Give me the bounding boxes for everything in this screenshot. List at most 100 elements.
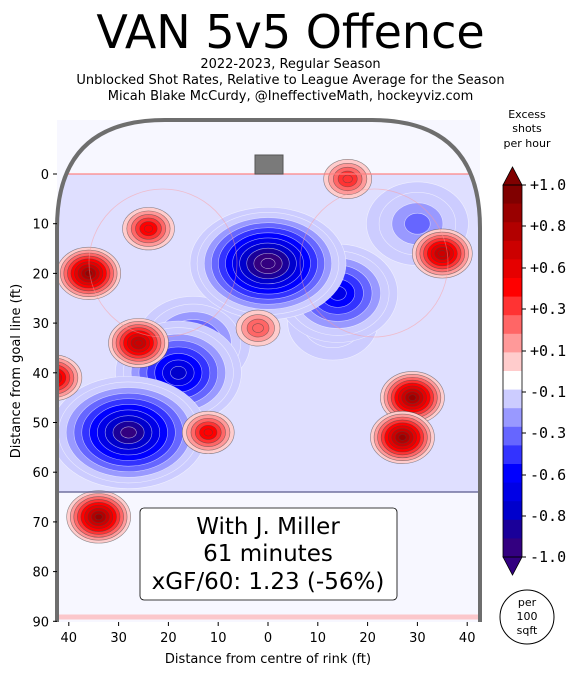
unit-circle [499,589,555,645]
unit-per: per [518,596,537,609]
colorbar-segment [503,501,522,521]
y-tick-label: 80 [32,566,49,581]
x-tick-label: 10 [310,631,327,646]
y-tick-label: 10 [32,218,49,233]
y-tick-label: 40 [32,367,49,382]
heat-hotspot [57,375,207,489]
annotation-box [139,507,398,601]
rink-boards [55,118,482,622]
y-tick-label: 70 [32,516,49,531]
y-tick-label: 30 [32,317,49,332]
colorbar [502,166,523,576]
colorbar-segment [503,333,522,353]
colorbar-segment [503,240,522,260]
heat-hotspot [370,410,435,464]
colorbar-segment [503,538,522,558]
heat-contour [408,394,417,401]
heat-hotspot [235,309,281,347]
colorbar-tick-label: +1.0 [530,176,566,194]
colorbar-segment [503,278,522,298]
heat-contour [438,250,447,257]
colorbar-top-arrow [502,166,523,186]
heat-hotspot [411,228,473,279]
colorbar-tick-label: -0.3 [530,424,566,442]
x-axis-label: Distance from centre of rink (ft) [165,652,371,667]
heatmap-layer [57,158,480,544]
x-tick-label: 10 [210,631,227,646]
y-axis-label: Distance from goal line (ft) [9,284,24,458]
heat-contour [404,212,431,235]
colorbar-segment [503,371,522,391]
unit-100: 100 [517,610,538,623]
colorbar-segment [503,445,522,465]
x-tick-label: 30 [110,631,127,646]
colorbar-segment [503,222,522,242]
y-tick-label: 0 [41,168,49,183]
heat-hotspot [108,318,169,368]
heat-contour [134,339,143,347]
annotation-xgf: xGF/60: 1.23 (-56%) [152,569,385,595]
x-axis-ticks: 40 30 20 10 0 10 20 30 40 [61,622,476,646]
chart-title: VAN 5v5 Offence [96,5,485,59]
heat-contour [260,258,276,269]
colorbar-bottom-arrow [502,556,523,576]
colorbar-tick-label: -0.8 [530,507,566,525]
colorbar-segment [503,482,522,502]
y-tick-label: 90 [32,615,49,630]
colorbar-segment [503,352,522,372]
colorbar-tick-label: -0.1 [530,383,566,401]
subtitle-author: Micah Blake McCurdy, @IneffectiveMath, h… [107,89,474,104]
colorbar-segment [503,464,522,484]
heat-contour [342,174,353,184]
y-tick-label: 50 [32,417,49,432]
heat-hotspot [66,490,131,544]
x-tick-label: 20 [359,631,376,646]
colorbar-segment [503,408,522,428]
colorbar-segment [503,315,522,335]
heat-contour [120,426,137,439]
subtitle-season: 2022-2023, Regular Season [200,57,381,72]
colorbar-frame [502,184,523,558]
heat-contour [94,513,103,521]
faceoff-circle-right [299,188,449,338]
heat-hotspot [189,206,347,320]
colorbar-tick-label: -0.6 [530,466,566,484]
heat-hotspot [57,246,122,300]
y-tick-label: 60 [32,466,49,481]
heat-contour [398,434,407,441]
colorbar-tick-label: +0.3 [530,300,566,318]
y-tick-label: 20 [32,267,49,282]
colorbar-tick-label: -1.0 [530,548,566,566]
colorbar-segment [503,259,522,279]
unit-sqft: sqft [517,624,538,637]
colorbar-segment [503,389,522,409]
y-axis-ticks: 0 10 20 30 40 50 60 70 80 90 [32,168,57,630]
x-tick-label: 0 [264,631,272,646]
heat-contour [170,365,187,380]
x-tick-label: 20 [160,631,177,646]
heat-contour [57,367,67,388]
x-tick-label: 40 [459,631,476,646]
heat-hotspot [181,410,235,455]
heat-contour [84,270,93,277]
heat-contour [252,323,264,333]
subtitle-description: Unblocked Shot Rates, Relative to League… [76,73,505,88]
heat-hotspot [323,158,372,199]
heat-contour [203,428,213,437]
colorbar-segment [503,519,522,539]
colorbar-segment [503,426,522,446]
colorbar-segment [503,296,522,316]
colorbar-title-line2: shots [512,122,542,135]
goal-net [254,154,284,175]
colorbar-segment [503,185,522,205]
colorbar-tick-label: +0.6 [530,259,566,277]
heat-contour [143,224,154,233]
colorbar-tick-label: +0.1 [530,342,566,360]
colorbar-title-line3: per hour [504,137,551,150]
x-tick-label: 40 [61,631,78,646]
faceoff-circle-left [88,188,238,338]
colorbar-segment [503,203,522,223]
annotation-player: With J. Miller [196,514,340,540]
colorbar-title-line1: Excess [508,108,546,121]
